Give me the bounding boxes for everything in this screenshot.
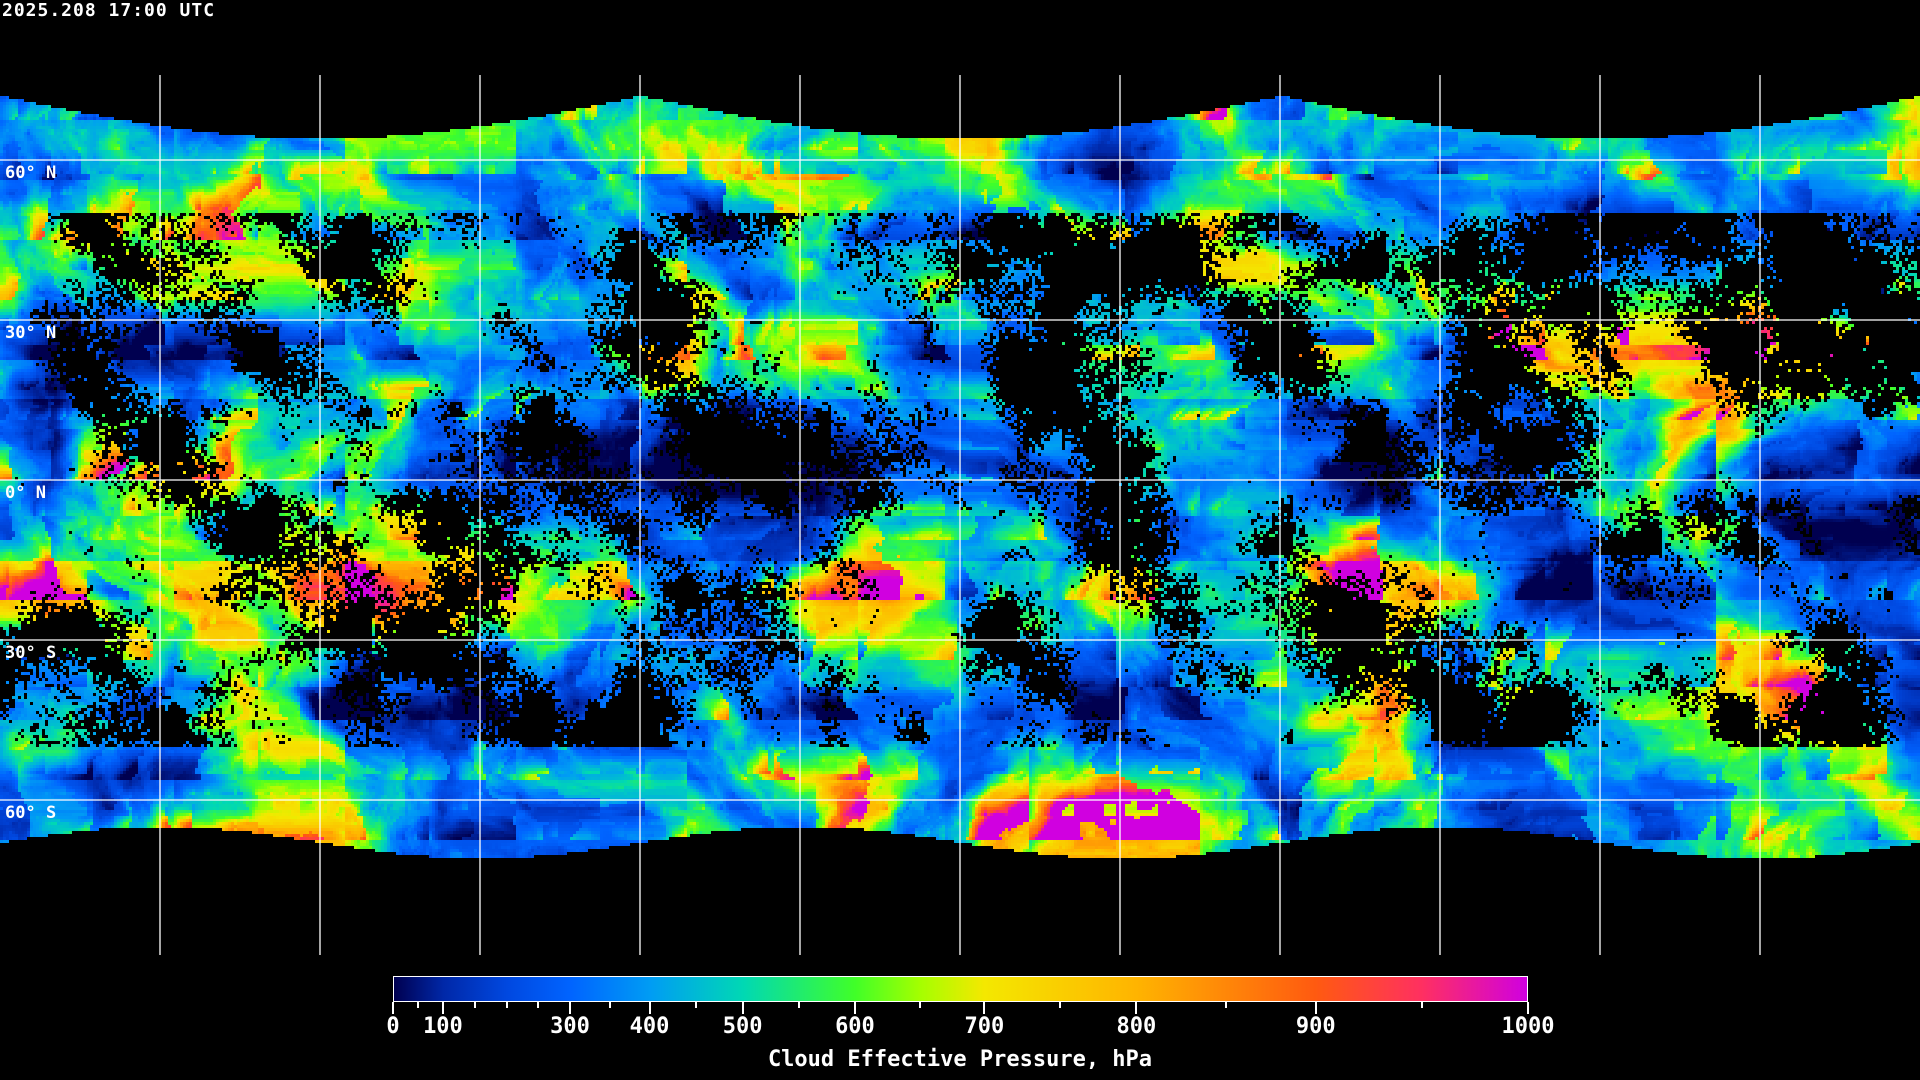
timestamp: 2025.208 17:00 UTC — [2, 0, 216, 21]
tick-label: 700 — [964, 1014, 1005, 1039]
lat-label-60n: 60° N — [5, 163, 57, 183]
tick-label: 900 — [1295, 1014, 1336, 1039]
tick-label: 800 — [1116, 1014, 1157, 1039]
major-tick — [983, 1002, 986, 1014]
minor-tick — [505, 1002, 508, 1008]
major-tick — [741, 1002, 744, 1014]
minor-tick — [416, 1002, 419, 1008]
colorbar-ticks — [392, 1002, 1529, 1014]
major-tick — [853, 1002, 856, 1014]
tick-label: 0 — [386, 1014, 400, 1039]
minor-tick — [473, 1002, 476, 1008]
minor-tick — [537, 1002, 540, 1008]
colorbar-title: Cloud Effective Pressure, hPa — [767, 1047, 1153, 1072]
colorbar — [393, 976, 1528, 1002]
major-tick — [1314, 1002, 1317, 1014]
tick-label: 100 — [423, 1014, 463, 1039]
lat-lon-grid — [0, 75, 1920, 955]
minor-tick — [918, 1002, 921, 1008]
minor-tick — [1059, 1002, 1062, 1008]
tick-label: 400 — [629, 1014, 670, 1039]
lat-label-30s: 30° S — [5, 643, 57, 663]
major-tick — [392, 1002, 394, 1014]
tick-label: 500 — [722, 1014, 763, 1039]
minor-tick — [695, 1002, 698, 1008]
minor-tick — [608, 1002, 611, 1008]
major-tick — [1527, 1002, 1529, 1014]
major-tick — [569, 1002, 572, 1014]
tick-label: 1000 — [1501, 1014, 1555, 1039]
tick-label: 600 — [835, 1014, 875, 1039]
minor-tick — [1420, 1002, 1423, 1008]
lat-label-30n: 30° N — [5, 323, 57, 343]
minor-tick — [797, 1002, 800, 1008]
lat-label-60s: 60° S — [5, 803, 57, 823]
cloud-pressure-map: 2025.208 17:00 UTC 60° N 30° N 0° N 30° … — [0, 0, 1920, 960]
tick-label: 300 — [550, 1014, 590, 1039]
major-tick — [441, 1002, 444, 1014]
major-tick — [1135, 1002, 1138, 1014]
major-tick — [648, 1002, 651, 1014]
lat-label-0n: 0° N — [5, 483, 46, 503]
minor-tick — [1225, 1002, 1228, 1008]
